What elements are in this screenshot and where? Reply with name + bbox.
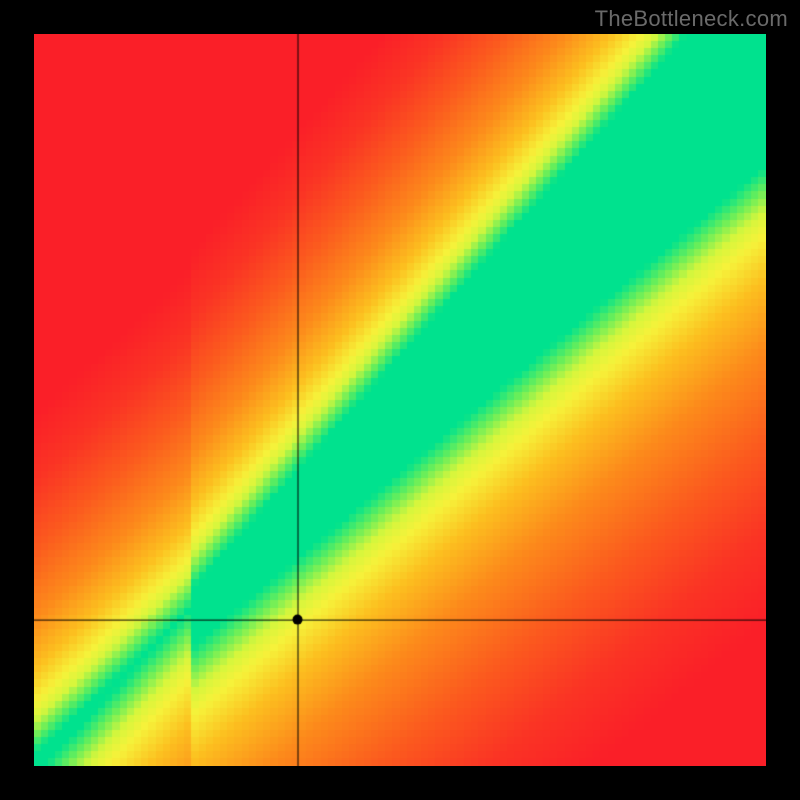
- bottleneck-heatmap: [34, 34, 766, 766]
- plot-area: [34, 34, 766, 766]
- watermark-text: TheBottleneck.com: [595, 6, 788, 32]
- chart-container: TheBottleneck.com: [0, 0, 800, 800]
